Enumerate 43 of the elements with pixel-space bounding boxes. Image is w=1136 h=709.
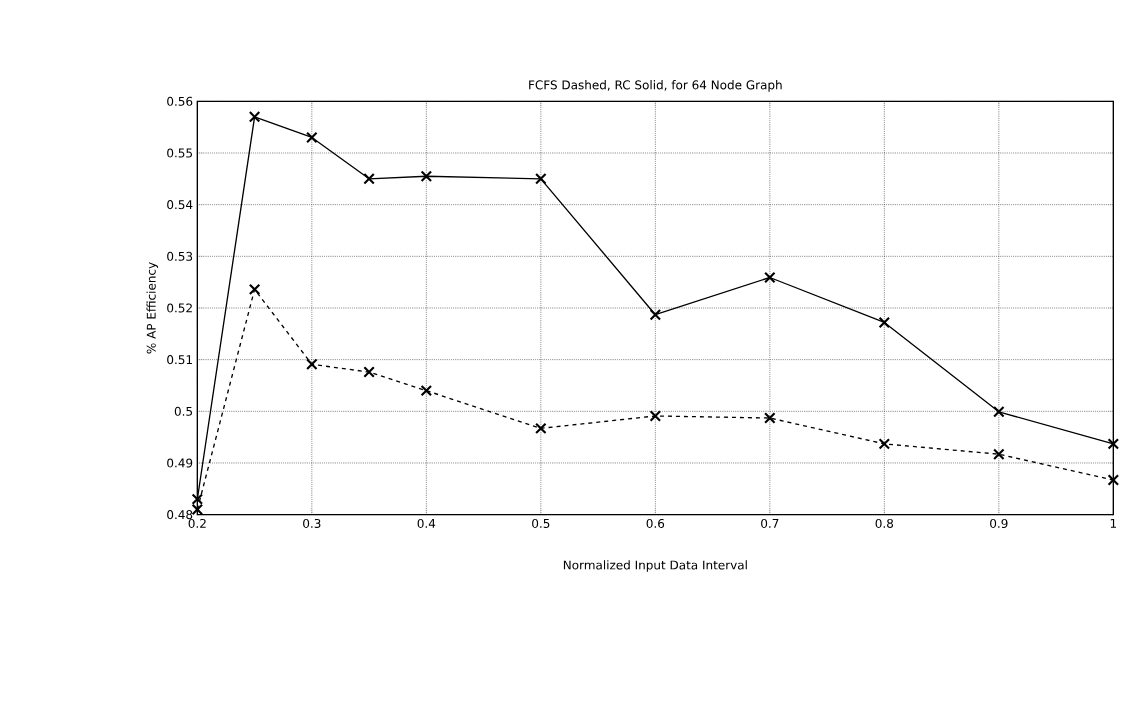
point [1107,437,1120,450]
point [363,172,375,185]
x-tick-label: 0.6 [646,518,665,528]
point [649,308,662,321]
x-axis-title: Normalized Input Data Interval [563,560,747,572]
x-tick-label: 0.5 [532,518,550,528]
point [878,316,891,329]
point [649,410,662,422]
chart-title: FCFS Dashed, RC Solid, for 64 Node Graph [529,79,782,92]
x-tick-label: 0.2 [188,518,206,528]
point [764,271,776,284]
point [306,131,318,144]
y-tick-label: 0.52 [167,303,192,313]
x-tick-label: 0.9 [990,518,1008,528]
point [191,503,204,516]
point [191,493,204,505]
y-tick-label: 0.49 [167,458,193,468]
point [363,366,375,378]
point [248,283,261,296]
point [248,110,261,123]
y-tick-label: 0.48 [167,509,193,520]
x-tick-label: 0.4 [417,518,436,528]
x-tick-label: 0.7 [761,518,779,528]
point [535,172,547,185]
y-tick-label: 0.56 [167,96,193,106]
y-tick-label: 0.53 [167,251,193,261]
x-tick-label: 1 [1110,518,1117,528]
x-tick-label: 0.8 [875,518,894,528]
point [1107,474,1120,486]
point [993,405,1005,418]
point [764,412,776,424]
y-tick-label: 0.54 [167,199,193,210]
y-tick-label: 0.5 [174,406,193,416]
y-tick-label: 0.51 [167,354,192,365]
y-tick-label: 0.55 [167,148,193,158]
point [535,422,547,434]
point [420,170,433,182]
point [420,384,433,397]
point [993,448,1005,460]
point [878,437,891,450]
point [306,358,318,370]
x-tick-label: 0.3 [303,518,321,528]
y-axis-title: % AP Efficiency [146,262,159,354]
